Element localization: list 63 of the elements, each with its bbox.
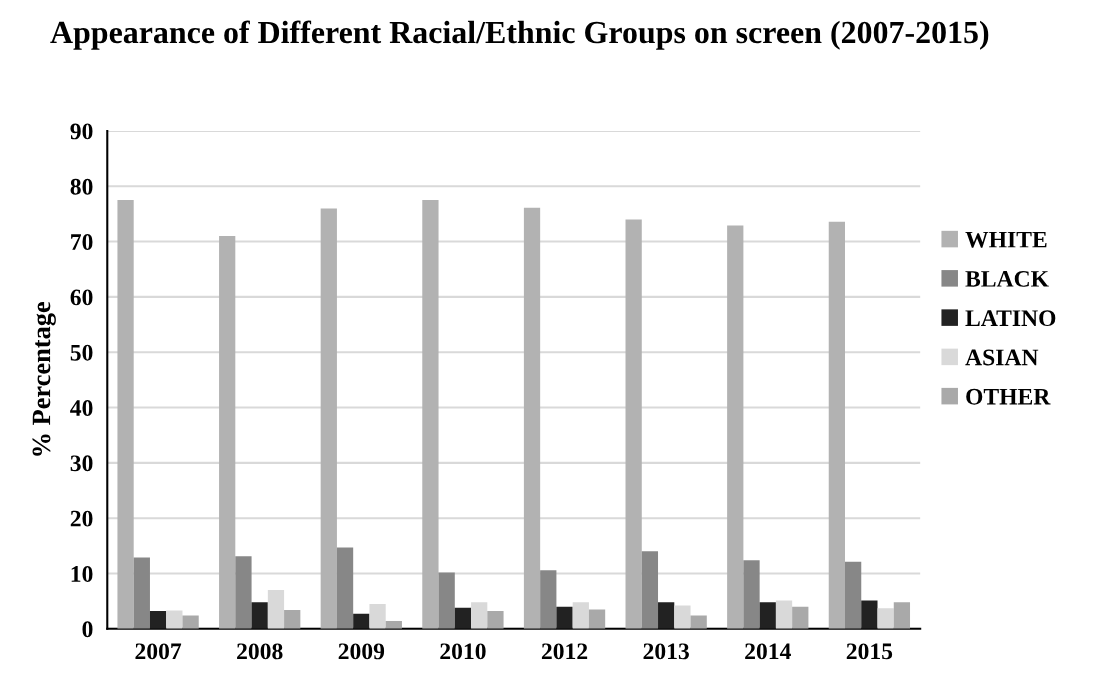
bar — [893, 602, 911, 629]
bar — [117, 200, 134, 629]
bar — [792, 606, 809, 629]
chart-title: Appearance of Different Racial/Ethnic Groups on screen (2007-2015) — [50, 20, 989, 50]
bar — [369, 603, 386, 629]
y-tick-label: 30 — [70, 455, 93, 472]
x-tick-label: 2010 — [440, 643, 486, 660]
legend-label: BLACK — [965, 270, 1049, 287]
bar — [727, 225, 744, 629]
bar — [336, 547, 354, 629]
bar — [775, 600, 793, 629]
bar — [133, 557, 150, 629]
bar — [251, 602, 268, 629]
y-tick-label: 80 — [70, 178, 93, 195]
bar — [845, 561, 862, 629]
bar — [674, 605, 691, 629]
bar — [658, 602, 675, 629]
bar — [149, 611, 167, 629]
bar — [556, 606, 573, 629]
legend-label: OTHER — [966, 388, 1051, 405]
bar — [861, 600, 878, 629]
bar — [487, 611, 504, 629]
y-tick-label: 20 — [70, 510, 93, 527]
bar — [641, 551, 659, 629]
x-tick-label: 2014 — [745, 643, 791, 660]
y-tick-label: 40 — [70, 400, 93, 416]
bar — [219, 236, 236, 629]
bar — [877, 608, 894, 629]
bar — [284, 610, 301, 629]
y-tick-label: 70 — [71, 234, 93, 250]
bar — [572, 602, 589, 629]
bar — [523, 207, 541, 629]
legend-label: ASIAN — [965, 349, 1039, 366]
y-tick-label: 50 — [70, 344, 93, 361]
x-tick-label: 2008 — [237, 643, 283, 660]
y-tick-label: 90 — [70, 123, 93, 140]
x-tick-label: 2012 — [541, 643, 588, 660]
x-tick-label: 2007 — [135, 643, 182, 660]
bar — [588, 609, 606, 629]
bar — [471, 602, 488, 629]
y-tick-label: 10 — [71, 565, 93, 582]
bar — [454, 607, 472, 629]
bar — [353, 613, 370, 629]
bar — [743, 560, 760, 629]
x-tick-label: 2013 — [643, 643, 689, 660]
legend-label: WHITE — [965, 231, 1047, 248]
bar — [540, 570, 557, 629]
y-tick-label: 60 — [70, 289, 93, 306]
x-tick-label: 2009 — [338, 643, 385, 660]
bar — [320, 208, 337, 629]
bar — [235, 556, 252, 629]
bar — [166, 610, 183, 629]
bar — [759, 602, 776, 629]
legend-label: LATINO — [965, 310, 1056, 327]
y-axis-title: % Percentage — [32, 302, 56, 456]
bar — [267, 590, 285, 629]
bar — [422, 200, 439, 629]
x-tick-label: 2015 — [846, 643, 893, 660]
y-tick-label: 0 — [82, 621, 93, 638]
bar — [625, 219, 642, 629]
bar — [182, 615, 199, 629]
bar — [828, 221, 845, 629]
bar — [438, 572, 455, 629]
